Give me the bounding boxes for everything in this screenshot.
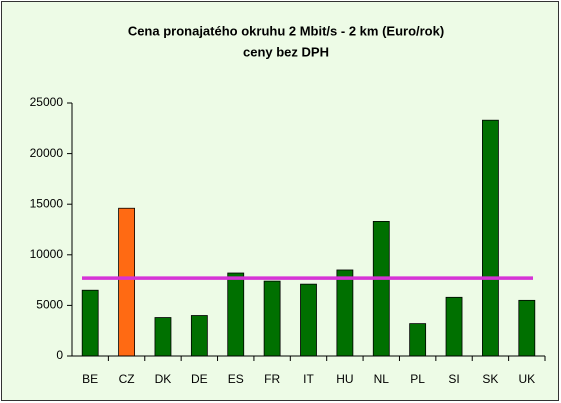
x-tick-label: SI	[448, 372, 459, 386]
bar	[190, 315, 208, 357]
chart-title: Cena pronajatého okruhu 2 Mbit/s - 2 km …	[128, 23, 444, 38]
bar	[118, 207, 135, 357]
x-tick-label: HU	[336, 372, 353, 386]
x-tick-label: IT	[303, 372, 314, 386]
bar	[409, 323, 427, 357]
bar	[372, 221, 390, 357]
x-tick-label: NL	[374, 372, 390, 386]
bar	[300, 283, 317, 357]
y-tick-label: 15000	[30, 196, 64, 210]
bar	[263, 280, 281, 357]
bar	[227, 272, 245, 357]
x-tick-label: SK	[482, 372, 498, 386]
y-tick-label: 20000	[30, 146, 64, 160]
bar	[336, 269, 354, 357]
y-tick-label: 10000	[30, 247, 64, 261]
x-tick-label: DE	[191, 372, 208, 386]
x-tick-label: CZ	[119, 372, 135, 386]
y-tick-label: 5000	[36, 298, 63, 312]
x-tick-label: UK	[518, 372, 535, 386]
x-tick-label: DK	[155, 372, 172, 386]
bar	[81, 289, 99, 357]
bar	[445, 296, 463, 357]
bar	[518, 299, 536, 357]
x-tick-label: BE	[82, 372, 98, 386]
x-tick-label: FR	[264, 372, 280, 386]
x-tick-label: PL	[410, 372, 425, 386]
y-tick-label: 25000	[30, 95, 64, 109]
y-tick-label: 0	[56, 348, 63, 362]
bar	[154, 317, 172, 357]
chart-subtitle: ceny bez DPH	[243, 44, 329, 59]
x-tick-label: ES	[228, 372, 244, 386]
bar	[482, 119, 499, 357]
